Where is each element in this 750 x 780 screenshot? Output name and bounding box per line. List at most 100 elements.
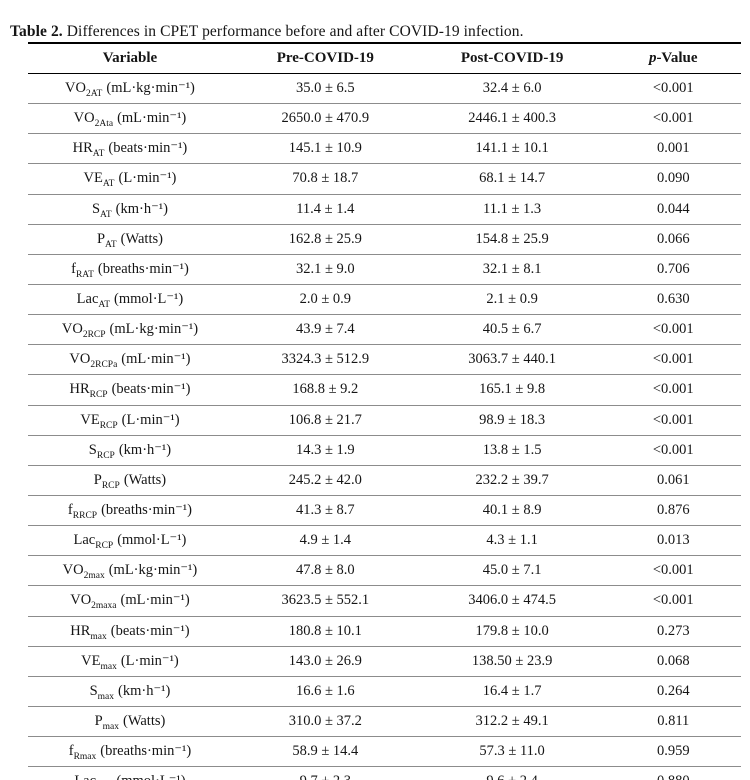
variable-cell: LacAT (mmol·L⁻¹) <box>28 284 232 316</box>
p-value-cell: 0.068 <box>605 646 741 677</box>
p-value-cell: <0.001 <box>605 103 741 135</box>
variable-subscript: AT <box>92 149 105 160</box>
variable-unit: (beats·min⁻¹) <box>110 622 190 639</box>
variable-cell: VO2maxa (mL·min⁻¹) <box>28 585 232 617</box>
variable-cell: HRRCP (beats·min⁻¹) <box>28 374 232 406</box>
post-covid-value-cell: 98.9 ± 18.3 <box>418 405 606 436</box>
variable-base: HR <box>70 622 91 639</box>
post-covid-value-cell: 138.50 ± 23.9 <box>418 646 606 677</box>
p-value-cell: 0.061 <box>605 465 741 496</box>
pre-covid-value-cell: 310.0 ± 37.2 <box>231 706 419 738</box>
variable-unit: (L·min⁻¹) <box>120 652 179 669</box>
table-caption: Table 2. Differences in CPET performance… <box>10 23 524 41</box>
pre-covid-value-cell: 11.4 ± 1.4 <box>231 194 419 225</box>
variable-base: VO <box>70 592 92 609</box>
variable-base: f <box>71 260 76 277</box>
post-covid-value-cell: 3063.7 ± 440.1 <box>418 344 606 376</box>
table-row: HRmax (beats·min⁻¹) 180.8 ± 10.1 179.8 ± … <box>28 616 741 647</box>
post-covid-value-cell: 3406.0 ± 474.5 <box>418 585 606 617</box>
variable-subscript: 2maxa <box>91 601 117 612</box>
pre-covid-value-cell: 9.7 ± 2.3 <box>231 766 419 780</box>
variable-unit: (L·min⁻¹) <box>118 170 177 187</box>
variable-cell: Smax (km·h⁻¹) <box>28 676 232 707</box>
variable-unit: (Watts) <box>120 230 163 247</box>
p-value-cell: 0.001 <box>605 133 741 165</box>
post-covid-value-cell: 32.1 ± 8.1 <box>418 254 606 285</box>
table-row: VERCP (L·min⁻¹) 106.8 ± 21.7 98.9 ± 18.3 … <box>28 405 741 436</box>
variable-subscript: max <box>100 661 117 672</box>
variable-cell: SRCP (km·h⁻¹) <box>28 435 232 466</box>
post-covid-value-cell: 2446.1 ± 400.3 <box>418 103 606 135</box>
variable-base: VE <box>81 652 101 669</box>
table-row: VO2RCPa (mL·min⁻¹) 3324.3 ± 512.9 3063.7 … <box>28 344 741 376</box>
variable-subscript: 2max <box>83 571 105 582</box>
variable-subscript: AT <box>105 239 117 250</box>
table-row: VO2AT (mL·kg·min⁻¹) 35.0 ± 6.5 32.4 ± 6.0… <box>28 73 741 105</box>
p-value-cell: <0.001 <box>605 73 741 105</box>
variable-unit: (mL·min⁻¹) <box>120 592 190 609</box>
post-covid-value-cell: 179.8 ± 10.0 <box>418 616 606 647</box>
header-row: Variable Pre-COVID-19 Post-COVID-19 p-Va… <box>28 43 741 74</box>
variable-unit: (km·h⁻¹) <box>115 200 168 217</box>
variable-cell: VEAT (L·min⁻¹) <box>28 163 232 195</box>
variable-subscript: max <box>102 721 119 732</box>
column-header-post-covid: Post-COVID-19 <box>418 43 606 74</box>
post-covid-value-cell: 165.1 ± 9.8 <box>418 374 606 406</box>
variable-cell: HRmax (beats·min⁻¹) <box>28 616 232 647</box>
variable-unit: (mL·kg·min⁻¹) <box>106 80 195 97</box>
p-value-cell: <0.001 <box>605 555 741 587</box>
post-covid-value-cell: 45.0 ± 7.1 <box>418 555 606 587</box>
pre-covid-value-cell: 2.0 ± 0.9 <box>231 284 419 316</box>
variable-subscript: AT <box>98 299 111 310</box>
variable-unit: (mmol·L⁻¹) <box>117 532 187 549</box>
variable-unit: (beats·min⁻¹) <box>108 140 188 157</box>
post-covid-value-cell: 40.5 ± 6.7 <box>418 314 606 346</box>
variable-subscript: RRCP <box>72 510 98 521</box>
post-covid-value-cell: 40.1 ± 8.9 <box>418 495 606 527</box>
pre-covid-value-cell: 35.0 ± 6.5 <box>231 73 419 105</box>
variable-cell: Lacmax(mmol·L⁻¹) <box>28 766 232 780</box>
variable-cell: VO2AT (mL·kg·min⁻¹) <box>28 73 232 105</box>
post-covid-value-cell: 4.3 ± 1.1 <box>418 525 606 557</box>
variable-cell: VO2RCPa (mL·min⁻¹) <box>28 344 232 376</box>
p-value-cell: 0.044 <box>605 194 741 225</box>
pre-covid-value-cell: 14.3 ± 1.9 <box>231 435 419 466</box>
variable-subscript: RCP <box>96 450 115 461</box>
variable-unit: (mL·min⁻¹) <box>117 110 187 127</box>
p-value-cell: 0.706 <box>605 254 741 285</box>
variable-unit: (km·h⁻¹) <box>118 441 172 458</box>
variable-base: HR <box>69 381 90 398</box>
pre-covid-value-cell: 58.9 ± 14.4 <box>231 736 419 768</box>
variable-unit: (Watts) <box>123 713 166 730</box>
table-row: VO2max (mL·kg·min⁻¹) 47.8 ± 8.0 45.0 ± 7.… <box>28 555 741 587</box>
pre-covid-value-cell: 145.1 ± 10.9 <box>231 133 419 165</box>
table-row: fRRCP (breaths·min⁻¹) 41.3 ± 8.7 40.1 ± 8… <box>28 495 741 527</box>
variable-cell: VEmax (L·min⁻¹) <box>28 646 232 677</box>
column-header-p-value: p-Value <box>605 43 741 74</box>
post-covid-value-cell: 2.1 ± 0.9 <box>418 284 606 316</box>
post-covid-value-cell: 9.6 ± 2.4 <box>418 766 606 780</box>
post-covid-value-cell: 16.4 ± 1.7 <box>418 676 606 707</box>
variable-cell: fRmax (breaths·min⁻¹) <box>28 736 232 768</box>
pre-covid-value-cell: 180.8 ± 10.1 <box>231 616 419 647</box>
variable-cell: PRCP (Watts) <box>28 465 232 496</box>
p-value-cell: 0.013 <box>605 525 741 557</box>
variable-unit: (km·h⁻¹) <box>118 682 171 699</box>
p-value-cell: <0.001 <box>605 435 741 466</box>
pre-covid-value-cell: 162.8 ± 25.9 <box>231 224 419 255</box>
p-value-cell: <0.001 <box>605 374 741 406</box>
variable-cell: SAT (km·h⁻¹) <box>28 194 232 225</box>
post-covid-value-cell: 13.8 ± 1.5 <box>418 435 606 466</box>
p-value-cell: 0.959 <box>605 736 741 768</box>
variable-subscript: AT <box>100 209 112 220</box>
variable-unit: (breaths·min⁻¹) <box>101 502 192 519</box>
table-row: VEAT (L·min⁻¹) 70.8 ± 18.7 68.1 ± 14.7 0.… <box>28 163 741 195</box>
variable-base: VE <box>83 170 103 187</box>
variable-base: S <box>88 441 97 458</box>
table-row: fRmax (breaths·min⁻¹) 58.9 ± 14.4 57.3 ± … <box>28 736 741 768</box>
variable-unit: (beats·min⁻¹) <box>111 381 191 398</box>
table-row: VO2maxa (mL·min⁻¹) 3623.5 ± 552.1 3406.0 … <box>28 585 741 617</box>
post-covid-value-cell: 141.1 ± 10.1 <box>418 133 606 165</box>
table-row: SAT (km·h⁻¹) 11.4 ± 1.4 11.1 ± 1.3 0.044 <box>28 194 741 225</box>
table-row: fRAT (breaths·min⁻¹) 32.1 ± 9.0 32.1 ± 8.… <box>28 254 741 285</box>
